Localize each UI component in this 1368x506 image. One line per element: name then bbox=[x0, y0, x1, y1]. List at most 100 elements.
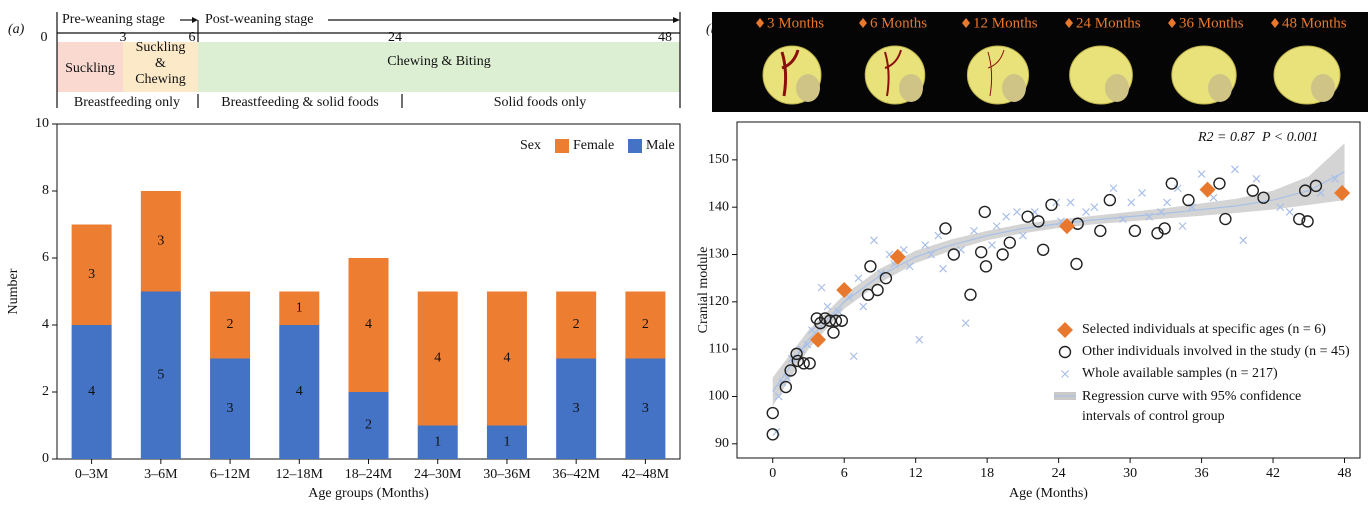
feeding: Breastfeeding & solid foods bbox=[221, 95, 378, 110]
x-tick-label: 18–24M bbox=[345, 467, 393, 482]
stage-label: Post-weaning stage bbox=[205, 12, 313, 27]
arrow-head bbox=[673, 17, 680, 23]
circle-marker bbox=[976, 247, 987, 258]
x-tick-label: 30 bbox=[1123, 466, 1137, 481]
data-label: 2 bbox=[573, 317, 580, 332]
annotation: R2 = 0.87 bbox=[1197, 130, 1255, 145]
skull-face bbox=[1105, 74, 1129, 102]
data-label: 4 bbox=[503, 351, 510, 366]
figure-canvas: (a) (b) Pre-weaning stagePost-weaning st… bbox=[0, 0, 1368, 506]
data-label: 4 bbox=[88, 384, 95, 399]
feeding: Breastfeeding only bbox=[74, 95, 180, 110]
circle-marker bbox=[767, 408, 778, 419]
annotation: P < 0.001 bbox=[1261, 130, 1318, 145]
x-tick-label: 24–30M bbox=[414, 467, 462, 482]
stage-label: Pre-weaning stage bbox=[62, 12, 165, 27]
data-label: 4 bbox=[434, 351, 441, 366]
cross-marker bbox=[1003, 213, 1010, 220]
circle-marker bbox=[1038, 244, 1049, 255]
cross-marker bbox=[1083, 208, 1090, 215]
x-tick-label: 24 bbox=[1052, 466, 1066, 481]
y-tick-label: 10 bbox=[35, 116, 49, 131]
diamond-marker bbox=[1200, 182, 1216, 198]
skull-face bbox=[899, 74, 923, 102]
cross-marker bbox=[988, 242, 995, 249]
cross-marker bbox=[1067, 199, 1074, 206]
legend-label: Other individuals involved in the study … bbox=[1082, 344, 1350, 359]
y-tick-label: 6 bbox=[42, 250, 49, 265]
x-tick-label: 6–12M bbox=[210, 467, 251, 482]
cross-marker bbox=[818, 284, 825, 291]
y-tick-label: 150 bbox=[708, 152, 729, 167]
circle-marker bbox=[948, 249, 959, 260]
circle-marker bbox=[1022, 211, 1033, 222]
x-tick-label: 30–36M bbox=[483, 467, 531, 482]
x-tick-label: 3–6M bbox=[144, 467, 178, 482]
data-label: 2 bbox=[227, 317, 234, 332]
circle-marker bbox=[1095, 225, 1106, 236]
cross-marker bbox=[870, 237, 877, 244]
legend-label: Regression curve with 95% confidence int… bbox=[1082, 387, 1327, 427]
skull-face bbox=[1208, 74, 1232, 102]
circle-marker bbox=[872, 285, 883, 296]
cross-marker bbox=[824, 303, 831, 310]
cross-marker bbox=[1198, 171, 1205, 178]
age-label: 12 Months bbox=[973, 15, 1038, 31]
cross-marker bbox=[993, 223, 1000, 230]
timeline-tick: 0 bbox=[41, 30, 48, 45]
circle-marker bbox=[1166, 178, 1177, 189]
circle-marker bbox=[1071, 258, 1082, 269]
cross-marker bbox=[1164, 199, 1171, 206]
cross-marker bbox=[935, 232, 942, 239]
legend-marker bbox=[1060, 347, 1071, 358]
y-axis-title: Number bbox=[6, 268, 21, 314]
circle-marker bbox=[1220, 214, 1231, 225]
legend-swatch bbox=[555, 139, 569, 153]
x-tick-label: 42 bbox=[1266, 466, 1280, 481]
cross-marker bbox=[1253, 175, 1260, 182]
legend-label: Male bbox=[646, 138, 675, 153]
circle-marker bbox=[1046, 199, 1057, 210]
y-tick-label: 140 bbox=[708, 199, 729, 214]
y-tick-label: 4 bbox=[42, 317, 49, 332]
age-label: 3 Months bbox=[767, 15, 824, 31]
age-label: 24 Months bbox=[1076, 15, 1141, 31]
cross-marker bbox=[922, 242, 929, 249]
skull-face bbox=[1311, 74, 1335, 102]
feeding: Solid foods only bbox=[494, 95, 587, 110]
data-label: 3 bbox=[642, 401, 649, 416]
data-label: 5 bbox=[157, 367, 164, 382]
activity: Suckling & Chewing bbox=[131, 40, 191, 88]
cross-marker bbox=[1240, 237, 1247, 244]
circle-marker bbox=[828, 327, 839, 338]
y-tick-label: 0 bbox=[42, 451, 49, 466]
circle-marker bbox=[979, 206, 990, 217]
x-tick-label: 42–48M bbox=[622, 467, 670, 482]
circle-marker bbox=[980, 261, 991, 272]
x-tick-label: 6 bbox=[841, 466, 848, 481]
data-label: 2 bbox=[642, 317, 649, 332]
legend-marker bbox=[1057, 322, 1073, 338]
cross-marker bbox=[1231, 166, 1238, 173]
x-tick-label: 48 bbox=[1338, 466, 1352, 481]
cross-marker bbox=[860, 303, 867, 310]
activity-box: Suckling & Chewing bbox=[123, 40, 198, 96]
cross-marker bbox=[1110, 185, 1117, 192]
circle-marker bbox=[1104, 195, 1115, 206]
cross-marker bbox=[1139, 189, 1146, 196]
legend-swatch bbox=[628, 139, 642, 153]
circle-marker bbox=[965, 289, 976, 300]
cross-marker bbox=[940, 265, 947, 272]
figure: (a) (b) Pre-weaning stagePost-weaning st… bbox=[0, 0, 1368, 506]
activity: Suckling bbox=[65, 61, 115, 76]
legend-marker bbox=[1062, 371, 1069, 378]
circle-marker bbox=[1129, 225, 1140, 236]
data-label: 3 bbox=[157, 233, 164, 248]
panel-label: (a) bbox=[8, 22, 25, 37]
circle-marker bbox=[865, 261, 876, 272]
legend-title: Sex bbox=[520, 138, 541, 153]
x-tick-label: 12 bbox=[909, 466, 923, 481]
data-label: 4 bbox=[296, 384, 303, 399]
circle-marker bbox=[1214, 178, 1225, 189]
age-label: 48 Months bbox=[1282, 15, 1347, 31]
